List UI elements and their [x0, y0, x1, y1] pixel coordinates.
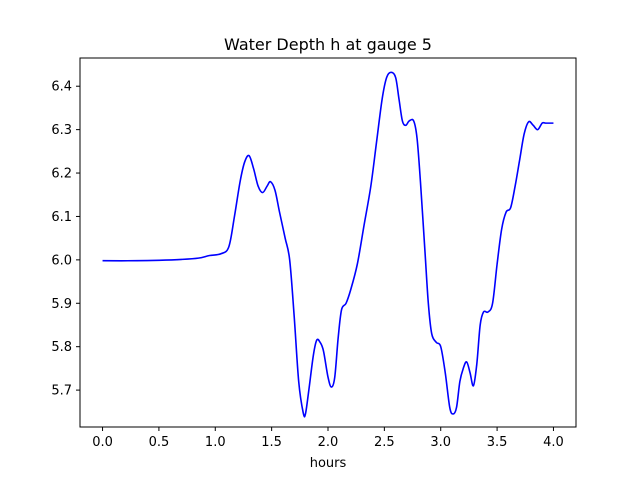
x-tick-label: 4.0: [543, 435, 564, 450]
x-axis: 0.0 0.5 1.0 1.5 2.0 2.5 3.0 3.5 4.0: [92, 427, 564, 450]
x-tick-label: 3.5: [487, 435, 508, 450]
y-tick-label: 6.3: [51, 123, 72, 138]
x-tick-label: 1.0: [205, 435, 226, 450]
x-tick-label: 3.0: [430, 435, 451, 450]
chart-title: Water Depth h at gauge 5: [224, 35, 432, 54]
x-tick-label: 2.5: [374, 435, 395, 450]
y-tick-label: 6.4: [51, 80, 72, 95]
x-axis-label: hours: [310, 456, 347, 471]
y-tick-label: 6.2: [51, 167, 72, 182]
x-tick-label: 0.5: [149, 435, 170, 450]
y-tick-label: 6.1: [51, 210, 72, 225]
y-tick-label: 6.0: [51, 253, 72, 268]
x-tick-label: 2.0: [318, 435, 339, 450]
series-layer: [102, 71, 554, 418]
series-line: [102, 71, 554, 418]
x-tick-label: 1.5: [261, 435, 282, 450]
y-axis: 5.7 5.8 5.9 6.0 6.1 6.2 6.3 6.4: [51, 80, 80, 399]
x-tick-label: 0.0: [92, 435, 113, 450]
y-tick-label: 5.8: [51, 340, 72, 355]
y-tick-label: 5.9: [51, 297, 72, 312]
y-tick-label: 5.7: [51, 384, 72, 399]
